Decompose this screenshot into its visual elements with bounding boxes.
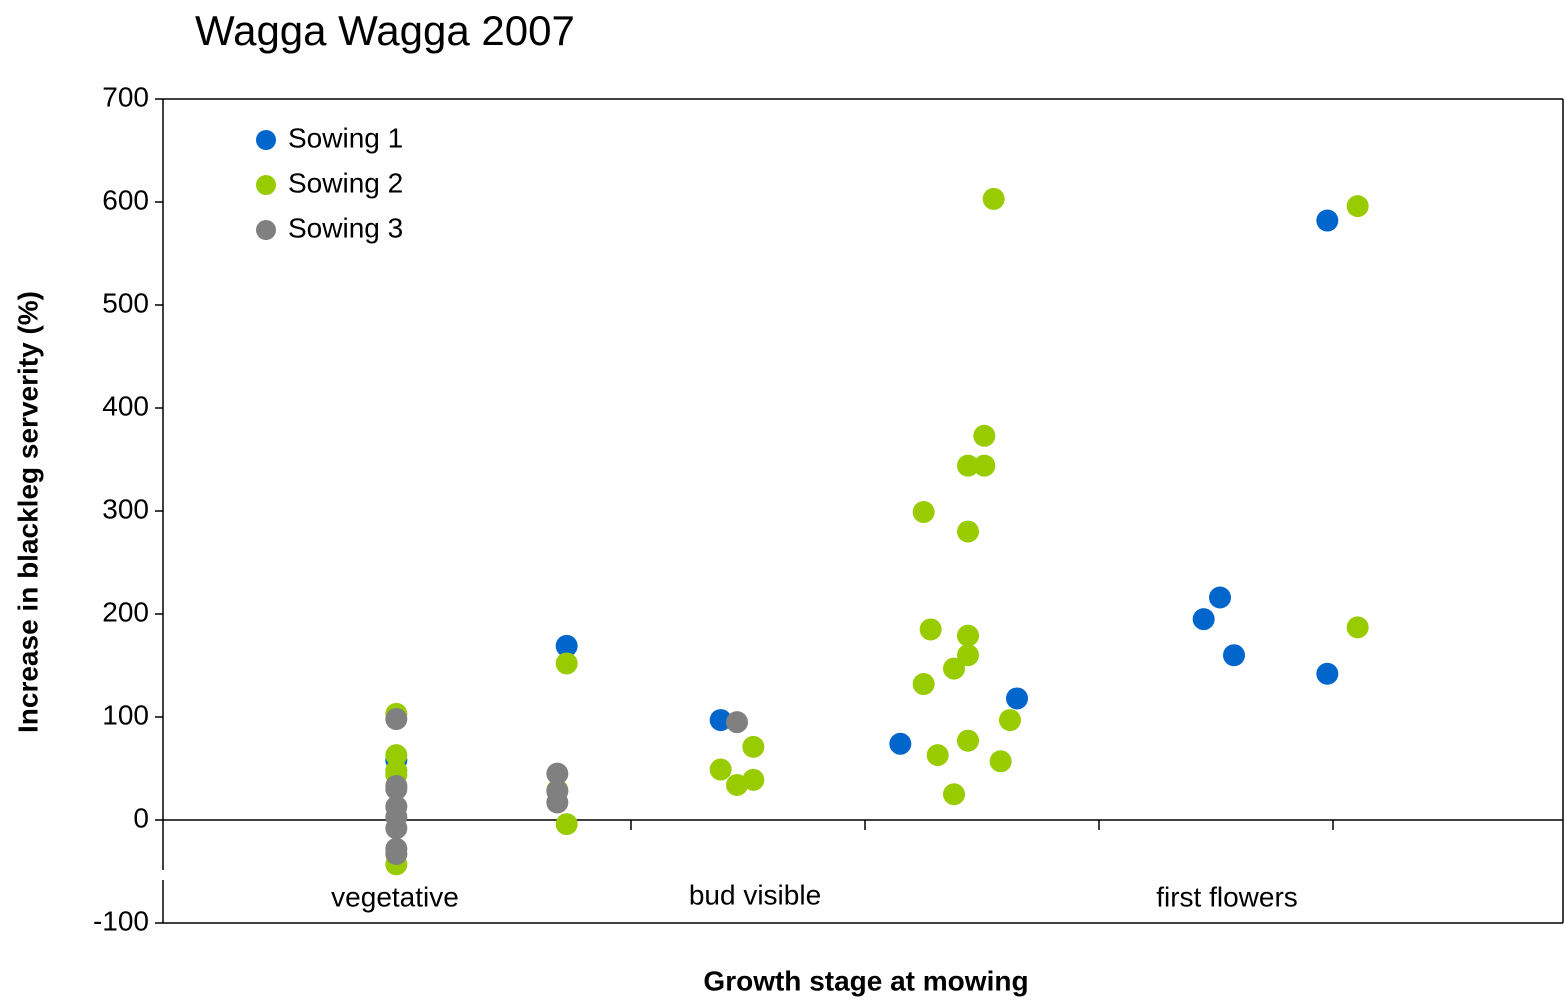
point (943, 783, 965, 806)
point (709, 758, 732, 781)
point (555, 813, 578, 836)
point (546, 762, 569, 785)
point (1316, 662, 1339, 685)
point (385, 817, 408, 840)
legend-marker (256, 130, 276, 150)
point (742, 735, 765, 758)
point (1316, 209, 1339, 232)
point (912, 501, 935, 524)
point (546, 791, 569, 814)
point (957, 644, 979, 667)
category-label: first flowers (1156, 881, 1298, 912)
chart-title: Wagga Wagga 2007 (195, 7, 575, 54)
point (973, 424, 996, 447)
y-tick-label: 0 (133, 802, 149, 833)
point (385, 778, 408, 801)
point (919, 618, 942, 641)
point (555, 634, 578, 657)
point (999, 709, 1021, 732)
point (957, 520, 979, 543)
legend-label: Sowing 1 (288, 122, 403, 153)
category-label: vegetative (331, 881, 459, 912)
y-tick-label: 700 (102, 81, 149, 112)
point (1209, 586, 1231, 609)
y-tick-label: 500 (102, 287, 149, 318)
point (1006, 687, 1028, 710)
point (1223, 644, 1245, 667)
point (957, 624, 979, 647)
y-tick-label: 200 (102, 596, 149, 627)
category-label: bud visible (689, 879, 821, 910)
point (726, 711, 748, 734)
y-tick-label: 400 (102, 390, 149, 421)
point (943, 657, 965, 680)
y-tick-label: -100 (93, 905, 149, 936)
legend-label: Sowing 2 (288, 167, 403, 198)
point (385, 708, 408, 731)
y-tick-label: 300 (102, 493, 149, 524)
y-axis-label: Increase in blackleg serverity (%) (12, 291, 43, 733)
point (555, 652, 578, 675)
legend-marker (256, 175, 276, 195)
y-tick-label: 600 (102, 184, 149, 215)
point (889, 732, 912, 755)
point (742, 768, 765, 791)
point (926, 744, 949, 767)
point (982, 187, 1005, 210)
point (957, 454, 979, 477)
point (912, 673, 935, 696)
point (973, 454, 996, 477)
point (385, 744, 408, 767)
point (1346, 616, 1369, 639)
point (1346, 195, 1369, 218)
x-axis-label: Growth stage at mowing (703, 965, 1028, 996)
point (989, 750, 1012, 773)
point (1192, 608, 1215, 631)
legend-label: Sowing 3 (288, 212, 403, 243)
legend-marker (256, 220, 276, 240)
y-tick-label: 100 (102, 699, 149, 730)
point (957, 729, 979, 752)
point (709, 709, 732, 732)
point (385, 842, 408, 865)
